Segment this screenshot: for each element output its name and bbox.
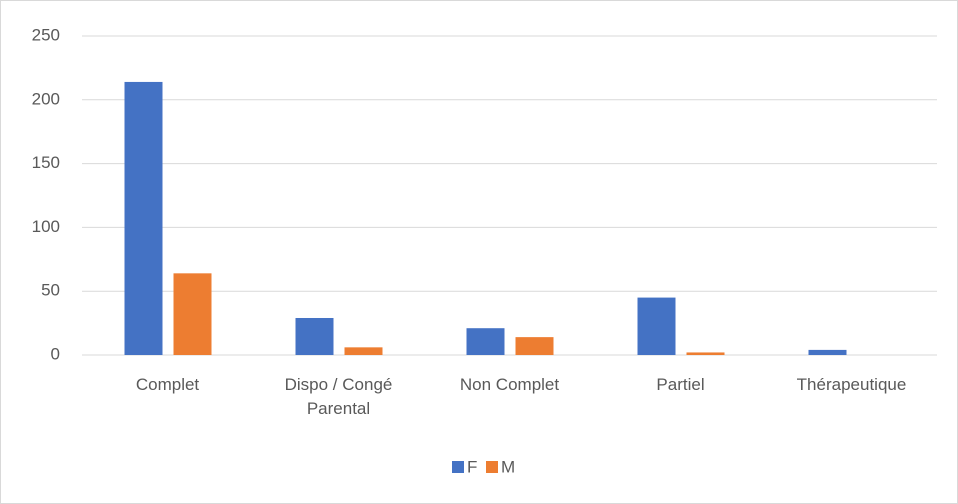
y-tick-label: 50 xyxy=(41,281,60,300)
y-tick-label: 250 xyxy=(32,25,60,44)
x-tick-label: Thérapeutique xyxy=(796,375,907,394)
bar xyxy=(295,317,334,355)
legend-swatch xyxy=(452,461,464,473)
legend-swatch xyxy=(486,461,498,473)
bar xyxy=(808,349,847,355)
bar xyxy=(173,273,212,355)
x-tick-label: Dispo / Congé Parental xyxy=(284,375,393,418)
bar xyxy=(466,328,505,355)
y-tick-label: 200 xyxy=(32,89,60,108)
y-tick-label: 150 xyxy=(32,153,60,172)
bar xyxy=(124,81,163,355)
x-tick-label: Partiel xyxy=(656,375,705,394)
bar xyxy=(637,297,676,355)
legend-label: M xyxy=(501,457,515,476)
y-tick-label: 0 xyxy=(51,344,60,363)
bar xyxy=(515,337,554,355)
legend-label: F xyxy=(467,457,477,476)
bar xyxy=(686,352,725,355)
y-tick-label: 100 xyxy=(32,217,60,236)
x-tick-label: Complet xyxy=(135,375,200,394)
bar xyxy=(344,347,383,355)
x-tick-label: Non Complet xyxy=(459,375,560,394)
